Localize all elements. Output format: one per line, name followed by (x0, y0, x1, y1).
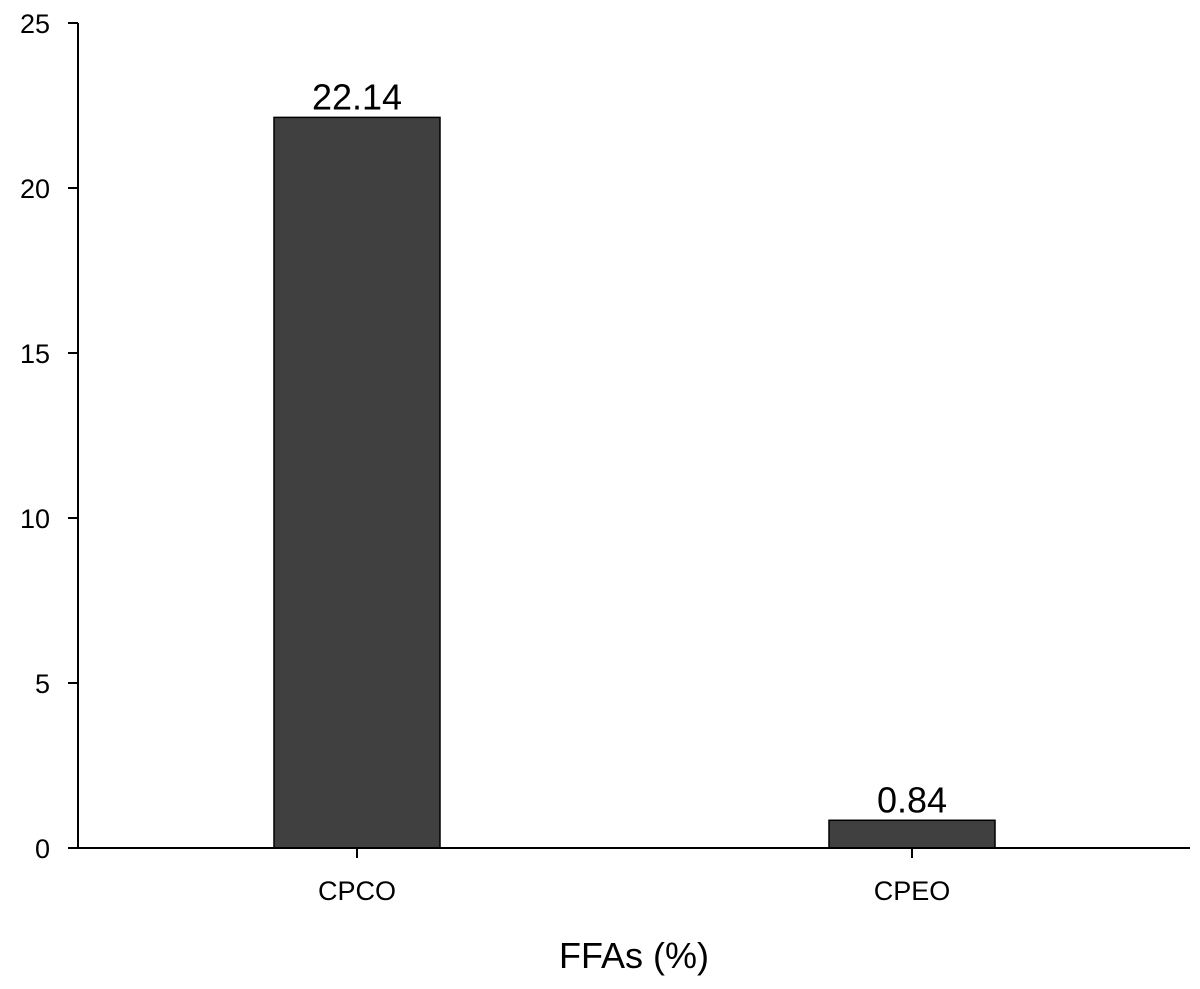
y-axis: 0 5 10 15 20 25 (20, 9, 79, 864)
y-tick-label: 0 (35, 834, 50, 864)
x-axis-title: FFAs (%) (559, 935, 709, 976)
x-axis: CPCO CPEO FFAs (%) (78, 847, 1190, 976)
x-tick-label: CPCO (318, 876, 396, 906)
x-ticks: CPCO CPEO (318, 848, 950, 906)
y-tick-label: 10 (20, 504, 50, 534)
bar-cpco (273, 116, 441, 849)
y-tick-label: 5 (35, 669, 50, 699)
x-tick-label: CPEO (874, 876, 951, 906)
y-tick-label: 25 (20, 9, 50, 39)
y-tick-label: 20 (20, 174, 50, 204)
y-ticks: 0 5 10 15 20 25 (20, 9, 78, 864)
bar-cpeo (828, 819, 996, 849)
data-label-cpeo: 0.84 (877, 779, 947, 820)
data-label-cpco: 22.14 (312, 76, 402, 117)
y-tick-label: 15 (20, 339, 50, 369)
bars: 22.14 0.84 (273, 76, 996, 849)
